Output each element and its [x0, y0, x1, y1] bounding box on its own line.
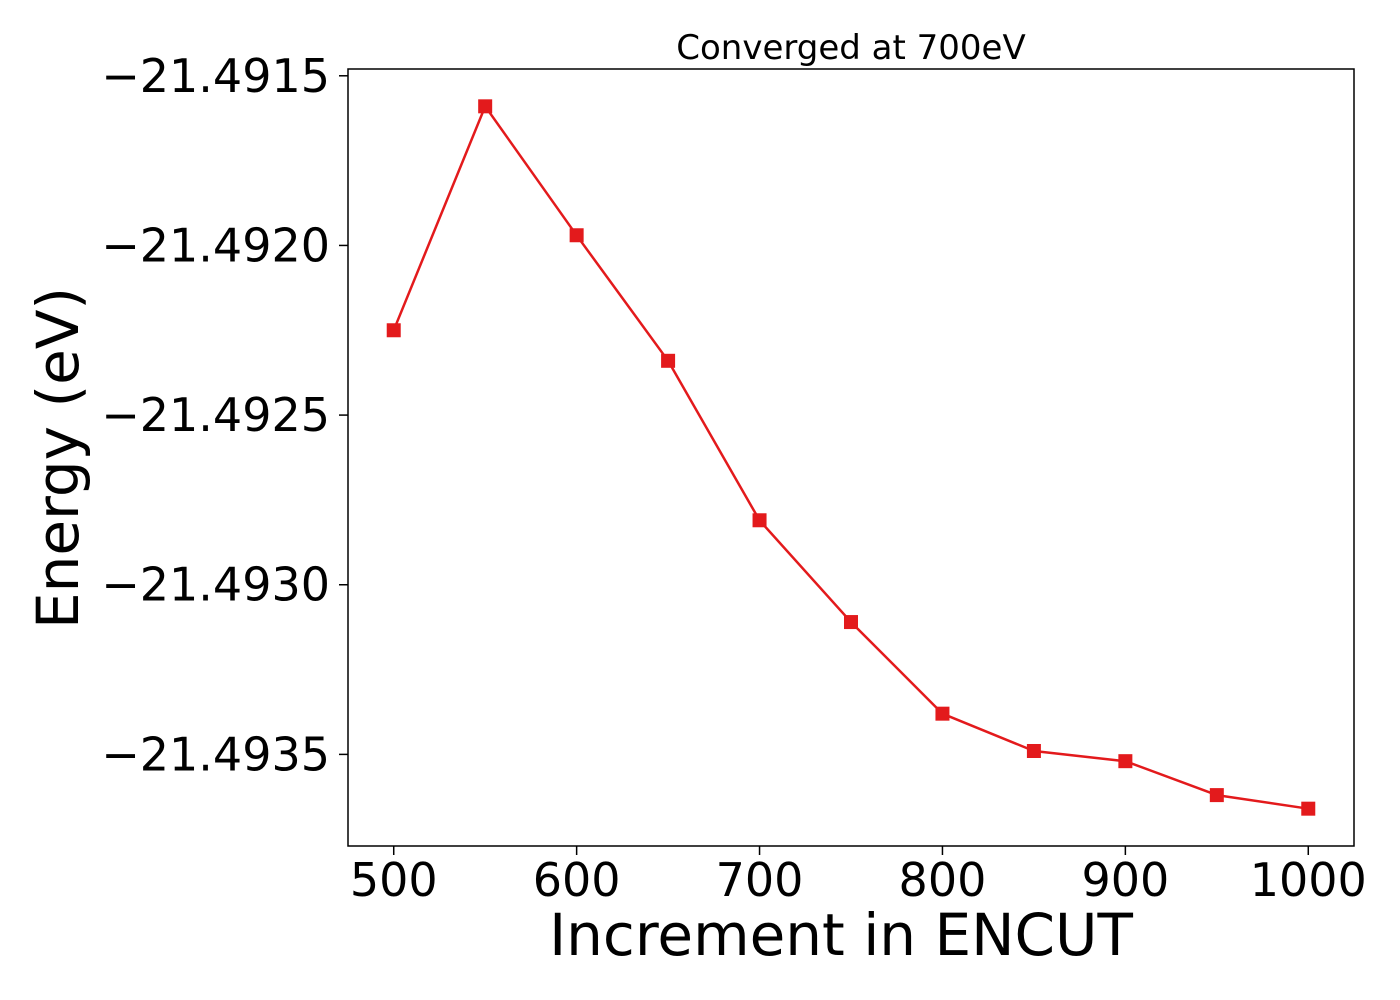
series-layer — [386, 99, 1316, 816]
data-point — [386, 323, 401, 338]
y-tick-label: −21.4920 — [101, 218, 330, 272]
y-tick-label: −21.4925 — [101, 388, 330, 442]
data-point — [1209, 788, 1224, 803]
chart-title: Converged at 700eV — [676, 28, 1025, 68]
x-tick-label: 600 — [533, 853, 621, 907]
x-tick-label: 800 — [899, 853, 987, 907]
y-tick-label: −21.4930 — [101, 558, 330, 612]
x-tick-label: 500 — [350, 853, 438, 907]
y-axis: −21.4915 −21.4920 −21.4925 −21.4930 −21.4935 — [101, 49, 348, 781]
data-point — [935, 706, 950, 721]
data-point — [661, 353, 676, 368]
x-tick-label: 700 — [716, 853, 804, 907]
data-point — [569, 228, 584, 243]
series-line — [392, 105, 1309, 810]
data-point — [1026, 743, 1041, 758]
y-tick-label: −21.4915 — [101, 49, 330, 103]
data-point — [752, 513, 767, 528]
data-point — [844, 615, 858, 630]
plot-frame — [347, 68, 1355, 847]
x-tick-label: 900 — [1081, 853, 1169, 907]
data-point — [1301, 801, 1316, 816]
data-point — [478, 99, 493, 114]
y-axis-label: Energy (eV) — [24, 287, 92, 629]
y-tick-label: −21.4935 — [101, 727, 330, 781]
x-axis: 500 600 700 800 900 1000 — [350, 846, 1367, 907]
x-tick-label: 1000 — [1250, 853, 1367, 907]
data-point — [1118, 754, 1133, 769]
x-axis-label: Increment in ENCUT — [549, 901, 1133, 969]
